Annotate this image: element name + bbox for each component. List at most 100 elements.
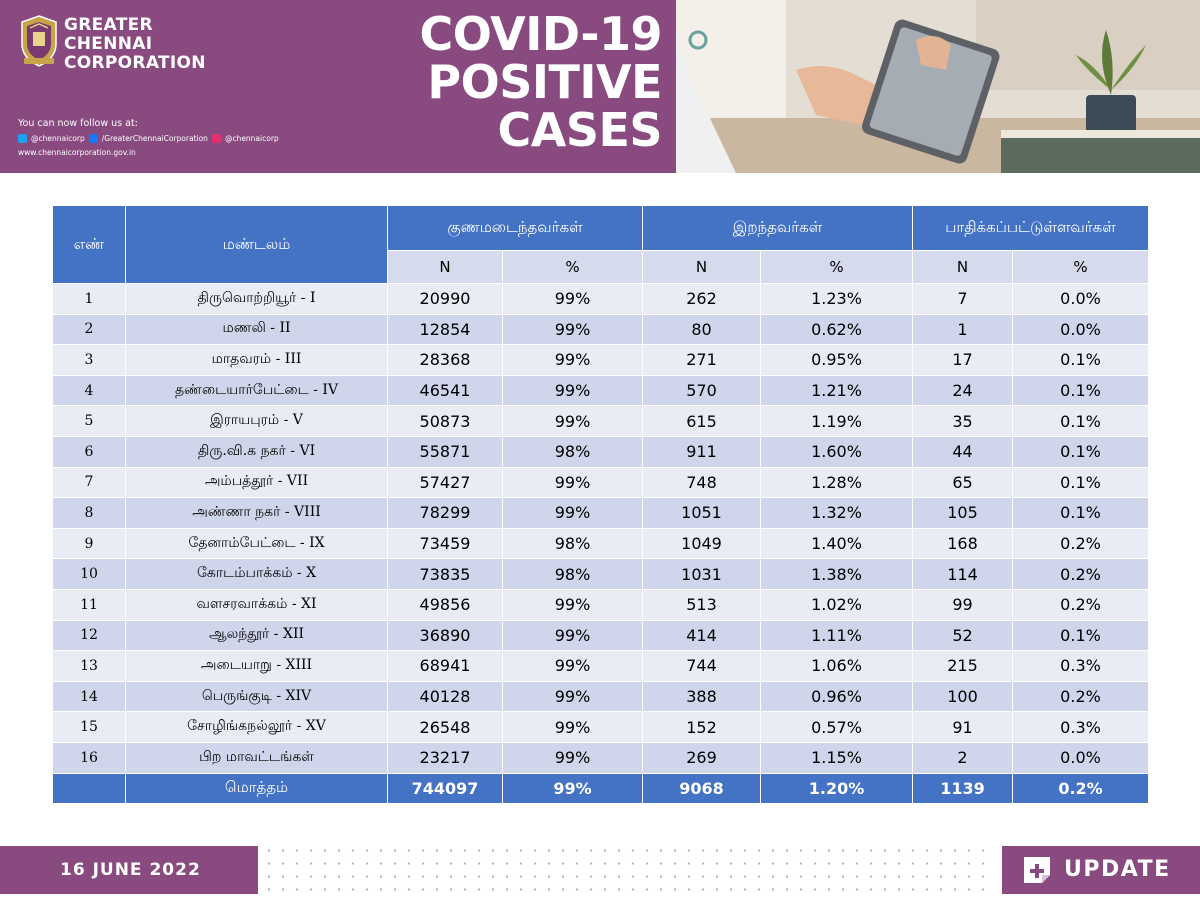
- row-rec-p: 99%: [502, 497, 643, 529]
- row-act-p: 0.2%: [1012, 588, 1149, 621]
- row-dec-p: 1.32%: [760, 497, 913, 529]
- update-badge: UPDATE: [1002, 846, 1200, 894]
- row-rec-n: 73835: [387, 558, 503, 590]
- table-row: 4 தண்டையார்பேட்டை - IV 46541 99% 570 1.21% 24 0…: [52, 374, 1149, 407]
- row-no: 8: [52, 497, 126, 529]
- row-rec-p: 99%: [502, 313, 643, 346]
- update-plus-icon: [1024, 857, 1050, 883]
- table-row: 1 திருவொற்றியூர் - I 20990 99% 262 1.23% 7 0.0%: [52, 283, 1149, 315]
- row-zone: திரு.வி.க நகர் - VI: [125, 435, 388, 468]
- row-act-n: 100: [912, 680, 1013, 713]
- instagram-handle[interactable]: @chennaicorp: [224, 134, 279, 143]
- header-deceased: இறந்தவர்கள்: [642, 205, 913, 251]
- logo-block: GREATER CHENNAI CORPORATION: [16, 14, 236, 74]
- row-dec-n: 911: [642, 435, 761, 468]
- row-no: 1: [52, 283, 126, 315]
- row-dec-n: 615: [642, 405, 761, 437]
- row-rec-p: 98%: [502, 558, 643, 590]
- org-name-line-1: GREATER: [64, 15, 153, 35]
- row-rec-n: 50873: [387, 405, 503, 437]
- row-act-p: 0.1%: [1012, 497, 1149, 529]
- row-rec-p: 99%: [502, 374, 643, 407]
- facebook-handle[interactable]: /GreaterChennaiCorporation: [101, 134, 208, 143]
- title-line-1: COVID-19: [419, 7, 663, 61]
- corporation-seal-icon: [21, 15, 57, 67]
- row-act-p: 0.3%: [1012, 711, 1149, 743]
- table-row: 15 சோழிங்கநல்லூர் - XV 26548 99% 152 0.57% 91 0…: [52, 711, 1149, 743]
- row-zone: திருவொற்றியூர் - I: [125, 283, 388, 315]
- row-zone: பிற மாவட்டங்கள்: [125, 741, 388, 774]
- total-dec-p: 1.20%: [760, 772, 913, 804]
- row-dec-n: 570: [642, 374, 761, 407]
- page-title: COVID-19 POSITIVE CASES: [370, 7, 663, 154]
- table-row: 11 வளசரவாக்கம் - XI 49856 99% 513 1.02% 99 0.2%: [52, 588, 1149, 621]
- table-row: 2 மணலி - II 12854 99% 80 0.62% 1 0.0%: [52, 313, 1149, 346]
- twitter-handle[interactable]: @chennaicorp: [31, 134, 85, 143]
- row-dec-p: 1.23%: [760, 283, 913, 315]
- row-act-n: 1: [912, 313, 1013, 346]
- total-row: மொத்தம் 744097 99% 9068 1.20% 1139 0.2%: [52, 772, 1149, 804]
- website-link[interactable]: www.chennaicorporation.gov.in: [18, 148, 136, 157]
- row-rec-n: 49856: [387, 588, 503, 621]
- row-rec-n: 26548: [387, 711, 503, 743]
- row-zone: மாதவரம் - III: [125, 344, 388, 376]
- table-row: 3 மாதவரம் - III 28368 99% 271 0.95% 17 0.1%: [52, 344, 1149, 376]
- row-no: 14: [52, 680, 126, 713]
- row-zone: அண்ணா நகர் - VIII: [125, 497, 388, 529]
- header-active: பாதிக்கப்பட்டுள்ளவர்கள்: [912, 205, 1149, 251]
- row-no: 3: [52, 344, 126, 376]
- table-row: 7 அம்பத்தூர் - VII 57427 99% 748 1.28% 65 0.1%: [52, 466, 1149, 499]
- row-dec-n: 388: [642, 680, 761, 713]
- row-dec-p: 1.60%: [760, 435, 913, 468]
- row-act-n: 35: [912, 405, 1013, 437]
- table-row: 16 பிற மாவட்டங்கள் 23217 99% 269 1.15% 2 0.0%: [52, 741, 1149, 774]
- row-rec-n: 36890: [387, 619, 503, 652]
- row-rec-n: 73459: [387, 527, 503, 560]
- row-dec-n: 748: [642, 466, 761, 499]
- total-rec-n: 744097: [387, 772, 503, 804]
- row-dec-n: 513: [642, 588, 761, 621]
- row-dec-p: 0.57%: [760, 711, 913, 743]
- row-act-n: 168: [912, 527, 1013, 560]
- row-act-p: 0.1%: [1012, 405, 1149, 437]
- table-row: 8 அண்ணா நகர் - VIII 78299 99% 1051 1.32% 105 0.…: [52, 497, 1149, 529]
- row-rec-n: 78299: [387, 497, 503, 529]
- doctor-tablet-photo-image: [676, 0, 1200, 173]
- row-zone: பெருங்குடி - XIV: [125, 680, 388, 713]
- row-dec-n: 414: [642, 619, 761, 652]
- row-zone: ஆலந்தூர் - XII: [125, 619, 388, 652]
- table-row: 14 பெருங்குடி - XIV 40128 99% 388 0.96% 100 0.2…: [52, 680, 1149, 713]
- row-act-p: 0.0%: [1012, 313, 1149, 346]
- row-rec-n: 20990: [387, 283, 503, 315]
- subheader-rec-n: N: [387, 250, 503, 284]
- table-row: 10 கோடம்பாக்கம் - X 73835 98% 1031 1.38% 114 0.…: [52, 558, 1149, 590]
- row-no: 15: [52, 711, 126, 743]
- twitter-icon: [18, 134, 27, 143]
- row-act-n: 17: [912, 344, 1013, 376]
- row-zone: வளசரவாக்கம் - XI: [125, 588, 388, 621]
- row-dec-n: 262: [642, 283, 761, 315]
- row-dec-p: 0.95%: [760, 344, 913, 376]
- header-zone: மண்டலம்: [125, 205, 388, 284]
- row-rec-p: 99%: [502, 466, 643, 499]
- row-rec-n: 40128: [387, 680, 503, 713]
- row-act-p: 0.2%: [1012, 680, 1149, 713]
- row-no: 6: [52, 435, 126, 468]
- row-dec-p: 1.15%: [760, 741, 913, 774]
- update-label: UPDATE: [1064, 857, 1171, 882]
- row-act-p: 0.2%: [1012, 527, 1149, 560]
- report-date: 16 JUNE 2022: [0, 846, 258, 894]
- row-zone: அம்பத்தூர் - VII: [125, 466, 388, 499]
- row-act-n: 65: [912, 466, 1013, 499]
- dot-pattern-decoration: [262, 844, 996, 898]
- row-act-p: 0.0%: [1012, 283, 1149, 315]
- org-name: GREATER CHENNAI CORPORATION: [64, 16, 206, 73]
- total-act-p: 0.2%: [1012, 772, 1149, 804]
- row-act-p: 0.1%: [1012, 619, 1149, 652]
- social-links: @chennaicorp /GreaterChennaiCorporation …: [18, 134, 279, 143]
- row-rec-p: 99%: [502, 619, 643, 652]
- row-act-n: 52: [912, 619, 1013, 652]
- row-zone: அடையாறு - XIII: [125, 650, 388, 682]
- row-act-n: 24: [912, 374, 1013, 407]
- total-dec-n: 9068: [642, 772, 761, 804]
